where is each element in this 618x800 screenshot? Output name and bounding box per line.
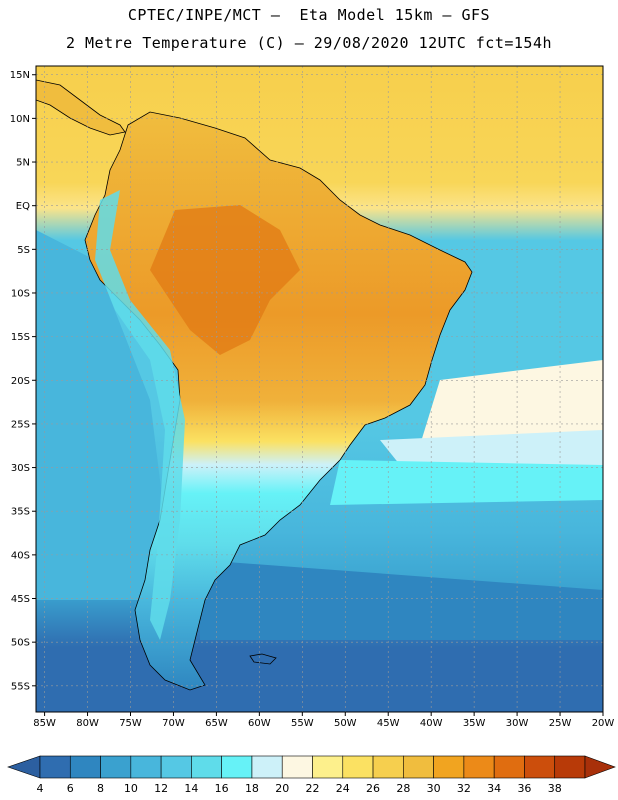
colorbar-segment — [403, 755, 434, 779]
lon-tick-label: 75W — [119, 718, 142, 729]
colorbar-label: 18 — [244, 782, 259, 795]
atlantic-cool-band — [380, 430, 603, 470]
colorbar-label: 12 — [154, 782, 169, 795]
lon-tick-label: 45W — [377, 718, 400, 729]
colorbar-segment — [493, 755, 525, 779]
lon-tick-label: 25W — [549, 718, 572, 729]
andes-cold-strip — [95, 190, 185, 640]
lon-tick-label: 20W — [592, 718, 615, 729]
lat-tick-label: 10N — [10, 114, 30, 125]
colorbar-segment — [524, 755, 556, 779]
colorbar-segment — [69, 755, 101, 779]
colorbar-segment — [281, 755, 313, 779]
lon-tick-label: 70W — [162, 718, 185, 729]
colorbar-segment — [342, 755, 374, 779]
lon-tick-label: 35W — [463, 718, 486, 729]
lat-tick-label: 5S — [17, 245, 30, 256]
lon-tick-label: 55W — [291, 718, 314, 729]
colorbar-segment — [191, 755, 222, 779]
colorbar-segment — [221, 755, 253, 779]
lon-tick-label: 40W — [420, 718, 443, 729]
central-america-land — [36, 79, 126, 136]
latitude-axis: 15N 10N 5N EQ 5S 10S 15S 20S 25S 30S 35S 40S 45S 50S 5… — [10, 70, 36, 692]
colorbar-label: 8 — [97, 782, 105, 795]
lat-tick-label: 5N — [16, 158, 30, 169]
lat-tick-label: 25S — [11, 419, 30, 430]
colorbar-label: 38 — [547, 782, 562, 795]
colorbar-segment — [251, 755, 283, 779]
colorbar-segment — [100, 755, 132, 779]
lon-tick-label: 85W — [33, 718, 56, 729]
colorbar-segment — [372, 755, 404, 779]
colorbar-segment — [463, 755, 495, 779]
colorbar-label: 20 — [275, 782, 290, 795]
colorbar-label: 16 — [214, 782, 229, 795]
lat-tick-label: 10S — [11, 288, 30, 299]
lon-tick-label: 60W — [248, 718, 271, 729]
map-title-variable: 2 Metre Temperature (C) – 29/08/2020 12U… — [65, 34, 553, 52]
colorbar — [7, 755, 616, 779]
colorbar-segment — [312, 755, 344, 779]
lon-tick-label: 80W — [76, 718, 99, 729]
lon-tick-label: 50W — [334, 718, 357, 729]
amazon-hot-core — [150, 205, 300, 355]
colorbar-label: 14 — [184, 782, 199, 795]
colorbar-label: 24 — [335, 782, 350, 795]
atlantic-warm-band — [420, 360, 603, 455]
colorbar-label: 10 — [123, 782, 138, 795]
colorbar-segment — [554, 755, 586, 779]
colorbar-segment — [160, 755, 192, 779]
map-title-source: CPTEC/INPE/MCT – Eta Model 15km – GFS — [127, 6, 491, 24]
lat-tick-label: 15S — [11, 332, 30, 343]
colorbar-segment — [130, 755, 162, 779]
colorbar-label: 4 — [36, 782, 44, 795]
lat-tick-label: EQ — [16, 201, 30, 212]
lat-tick-label: 40S — [11, 550, 30, 561]
falklands-islands — [249, 653, 277, 665]
colorbar-arrow-low — [7, 755, 41, 779]
colorbar-label: 34 — [487, 782, 502, 795]
plot-frame — [35, 65, 604, 713]
colorbar-label: 32 — [456, 782, 471, 795]
colorbar-label: 26 — [366, 782, 381, 795]
lat-tick-label: 45S — [11, 594, 30, 605]
colorbar-label: 36 — [517, 782, 532, 795]
colorbar-segment — [433, 755, 465, 779]
lat-tick-label: 50S — [11, 638, 30, 649]
southern-cold-band — [200, 560, 603, 640]
lat-tick-label: 15N — [10, 70, 30, 81]
atlantic-cyan-band — [330, 460, 603, 505]
colorbar-label: 30 — [426, 782, 441, 795]
longitude-axis: 85W 80W 75W 70W 65W 60W 55W 50W 45W 40W 35W 30W 25W 2… — [33, 712, 614, 729]
colorbar-segment — [39, 755, 71, 779]
lat-tick-label: 35S — [11, 507, 30, 518]
colorbar-label: 22 — [305, 782, 320, 795]
colorbar-label: 6 — [66, 782, 74, 795]
pacific-coastal-band — [36, 230, 165, 600]
lon-tick-label: 65W — [205, 718, 228, 729]
lon-tick-label: 30W — [506, 718, 529, 729]
colorbar-label: 28 — [396, 782, 411, 795]
lat-tick-label: 30S — [11, 463, 30, 474]
lat-tick-label: 55S — [11, 681, 30, 692]
lat-tick-label: 20S — [11, 376, 30, 387]
colorbar-arrow-high — [584, 755, 616, 779]
